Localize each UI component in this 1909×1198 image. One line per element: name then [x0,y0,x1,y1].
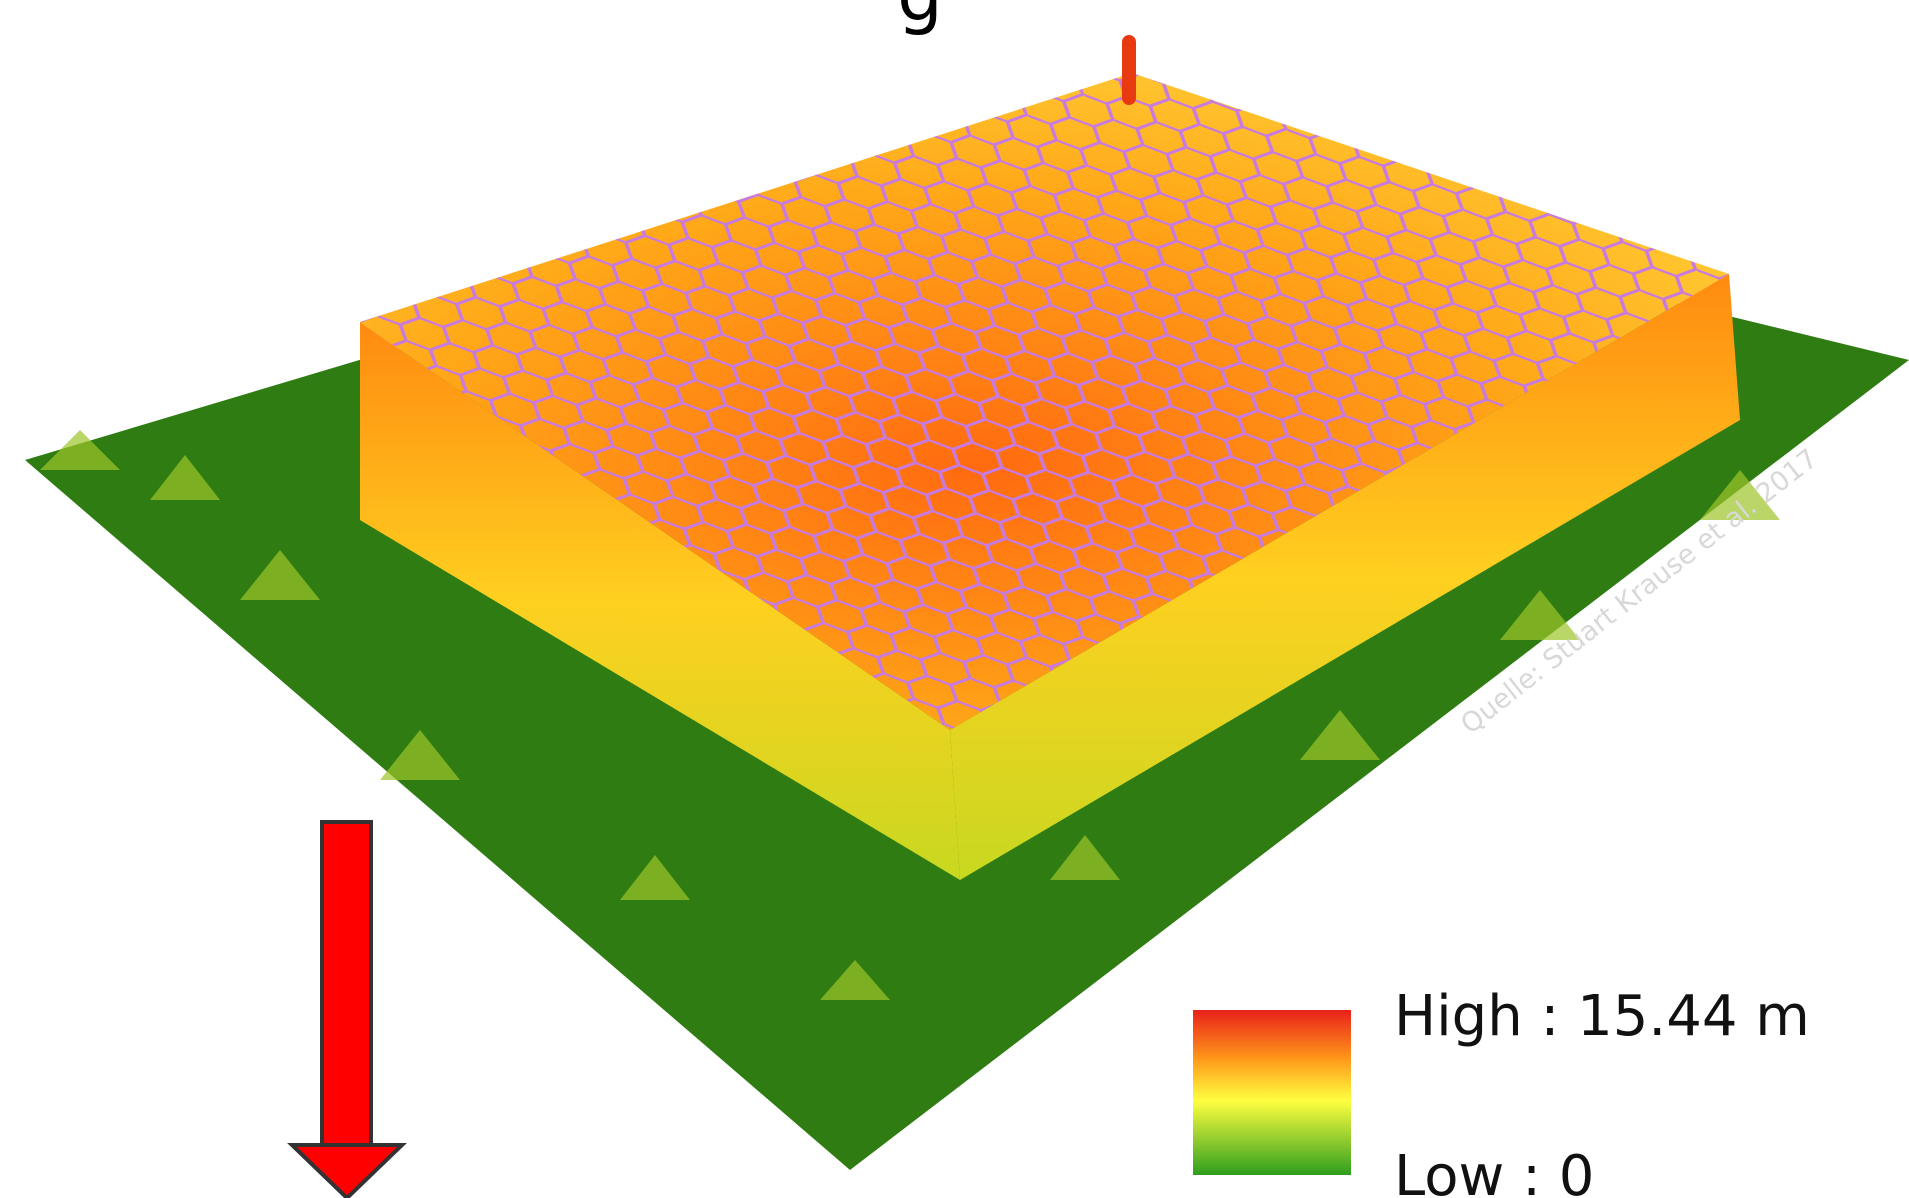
peak [1122,35,1136,105]
figure: g Quelle: Stuart Krause et al. 2017 High… [0,0,1909,1198]
legend-low: Low : 0 [1394,1144,1594,1198]
legend-high: High : 15.44 m [1394,984,1810,1049]
legend-gradient [1193,1010,1351,1175]
arrow [292,822,402,1198]
title-fragment: g [897,0,943,37]
